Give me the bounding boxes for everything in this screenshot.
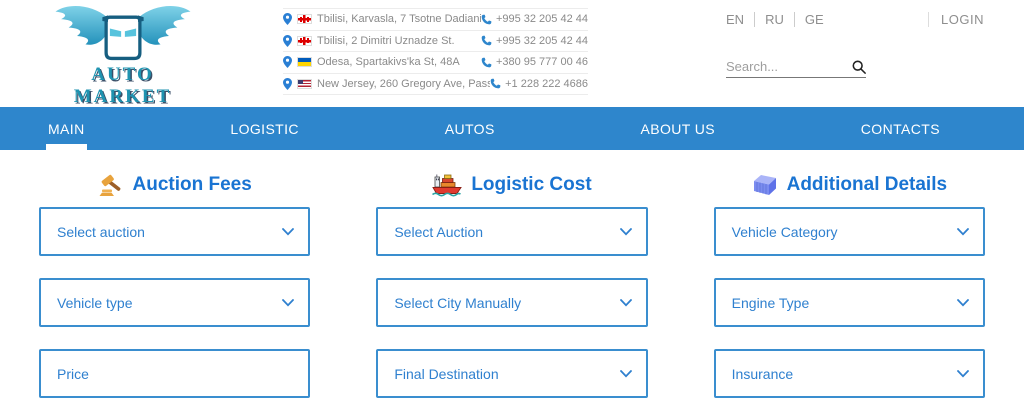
contact-row: Odesa, Spartakivs'ka St, 48A +380 95 777… bbox=[283, 52, 588, 74]
chevron-down-icon bbox=[619, 369, 632, 378]
chevron-down-icon bbox=[619, 298, 632, 307]
contact-phone[interactable]: +1 228 222 4686 bbox=[490, 78, 588, 90]
cargo-ship-icon bbox=[432, 173, 463, 197]
georgia-flag-icon bbox=[297, 14, 312, 25]
price-input[interactable] bbox=[39, 349, 311, 398]
search-icon[interactable] bbox=[852, 60, 866, 74]
contact-row: New Jersey, 260 Gregory Ave, Passaic. +1… bbox=[283, 74, 588, 95]
chevron-down-icon bbox=[957, 369, 969, 378]
auction-fees-section: Auction Fees Select auction Vehicle type bbox=[39, 171, 311, 420]
contact-address: Tbilisi, 2 Dimitri Uznadze St. bbox=[317, 34, 455, 47]
contact-row: Tbilisi, 2 Dimitri Uznadze St. +995 32 2… bbox=[283, 31, 588, 52]
language-ge[interactable]: GE bbox=[804, 12, 824, 27]
contact-phone[interactable]: +995 32 205 42 44 bbox=[481, 35, 588, 47]
location-pin-icon bbox=[283, 13, 292, 26]
select-city-dropdown[interactable]: Select City Manually bbox=[376, 278, 648, 327]
usa-flag-icon bbox=[297, 78, 312, 89]
additional-details-section: Additional Details Vehicle Category Engi… bbox=[713, 171, 985, 420]
vehicle-category-dropdown[interactable]: Vehicle Category bbox=[713, 207, 985, 256]
contact-phone[interactable]: +995 32 205 42 44 bbox=[481, 13, 588, 25]
phone-icon bbox=[481, 57, 492, 68]
search-input[interactable] bbox=[726, 59, 844, 74]
contact-row: Tbilisi, Karvasla, 7 Tsotne Dadiani St. … bbox=[283, 9, 588, 31]
contact-address: Odesa, Spartakivs'ka St, 48A bbox=[317, 56, 460, 69]
logo-title: AUTO MARKET bbox=[73, 64, 172, 107]
shipping-container-icon bbox=[752, 173, 778, 197]
section-title: Logistic Cost bbox=[471, 174, 592, 195]
location-pin-icon bbox=[283, 34, 292, 47]
section-heading: Logistic Cost bbox=[376, 171, 647, 199]
insurance-dropdown[interactable]: Insurance bbox=[713, 349, 985, 398]
contact-address: Tbilisi, Karvasla, 7 Tsotne Dadiani St. bbox=[317, 13, 481, 26]
language-en[interactable]: EN bbox=[726, 12, 745, 27]
chevron-down-icon bbox=[282, 298, 295, 307]
contact-address: New Jersey, 260 Gregory Ave, Passaic. bbox=[317, 77, 491, 90]
contact-list: Tbilisi, Karvasla, 7 Tsotne Dadiani St. … bbox=[283, 8, 588, 95]
logistic-cost-section: Logistic Cost Select Auction Select City… bbox=[376, 171, 648, 420]
location-pin-icon bbox=[283, 56, 292, 69]
section-title: Auction Fees bbox=[132, 174, 252, 195]
phone-icon bbox=[490, 78, 501, 89]
chevron-down-icon bbox=[619, 227, 632, 236]
vehicle-type-dropdown[interactable]: Vehicle type bbox=[39, 278, 311, 327]
chevron-down-icon bbox=[957, 298, 969, 307]
section-heading: Additional Details bbox=[714, 171, 985, 199]
nav-item-about-us[interactable]: ABOUT US bbox=[640, 120, 715, 137]
nav-item-autos[interactable]: AUTOS bbox=[444, 120, 495, 137]
engine-type-dropdown[interactable]: Engine Type bbox=[713, 278, 985, 327]
search-box bbox=[726, 59, 866, 78]
ukraine-flag-icon bbox=[297, 57, 312, 68]
section-title: Additional Details bbox=[786, 174, 948, 195]
contact-phone[interactable]: +380 95 777 00 46 bbox=[481, 56, 588, 68]
winged-car-logo-icon bbox=[55, 5, 190, 61]
gavel-icon bbox=[98, 172, 124, 198]
filters-area: Auction Fees Select auction Vehicle type bbox=[0, 171, 1024, 420]
logo[interactable]: AUTO MARKET bbox=[40, 4, 205, 108]
login-link[interactable]: LOGIN bbox=[941, 12, 984, 27]
section-heading: Auction Fees bbox=[39, 171, 310, 199]
final-destination-dropdown[interactable]: Final Destination bbox=[376, 349, 648, 398]
chevron-down-icon bbox=[957, 227, 969, 236]
main-nav: MAIN LOGISTIC AUTOS ABOUT US CONTACTS bbox=[0, 107, 1024, 150]
nav-item-contacts[interactable]: CONTACTS bbox=[860, 120, 940, 137]
nav-item-main[interactable]: MAIN bbox=[46, 107, 87, 150]
language-switcher: EN RU GE bbox=[726, 12, 824, 27]
language-ru[interactable]: RU bbox=[765, 12, 784, 27]
select-auction-dropdown[interactable]: Select auction bbox=[39, 207, 311, 256]
divider bbox=[928, 12, 930, 27]
georgia-flag-icon bbox=[297, 35, 312, 46]
chevron-down-icon bbox=[282, 227, 295, 236]
divider bbox=[793, 12, 795, 27]
select-auction-dropdown[interactable]: Select Auction bbox=[376, 207, 648, 256]
header: AUTO MARKET Tbilisi, Karvasla, 7 Tsotne … bbox=[0, 0, 1024, 107]
divider bbox=[754, 12, 756, 27]
phone-icon bbox=[481, 35, 492, 46]
nav-item-logistic[interactable]: LOGISTIC bbox=[230, 120, 299, 137]
location-pin-icon bbox=[283, 77, 292, 90]
header-right: EN RU GE LOGIN bbox=[726, 12, 984, 78]
phone-icon bbox=[481, 14, 492, 25]
